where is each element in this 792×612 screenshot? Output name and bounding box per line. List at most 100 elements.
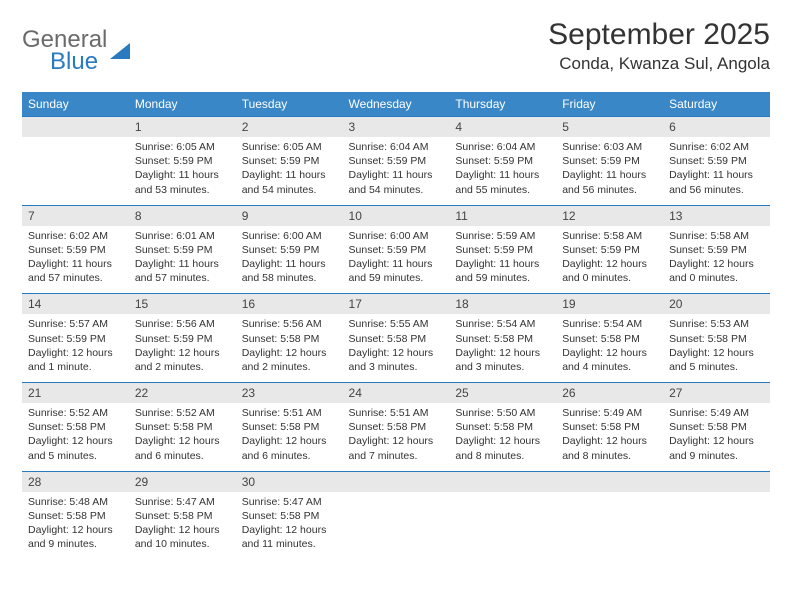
daylight-text: Daylight: 12 hours and 2 minutes. bbox=[242, 346, 337, 374]
sunset-text: Sunset: 5:58 PM bbox=[455, 332, 550, 346]
weekday-header: Friday bbox=[556, 92, 663, 117]
day-number-cell: 18 bbox=[449, 294, 556, 315]
sunset-text: Sunset: 5:59 PM bbox=[562, 243, 657, 257]
day-info-cell bbox=[663, 492, 770, 560]
day-number-cell: 29 bbox=[129, 471, 236, 492]
weekday-header: Saturday bbox=[663, 92, 770, 117]
sunset-text: Sunset: 5:58 PM bbox=[349, 420, 444, 434]
sunrise-text: Sunrise: 6:03 AM bbox=[562, 140, 657, 154]
weekday-header: Wednesday bbox=[343, 92, 450, 117]
daylight-text: Daylight: 11 hours and 59 minutes. bbox=[455, 257, 550, 285]
daylight-text: Daylight: 12 hours and 3 minutes. bbox=[349, 346, 444, 374]
day-number-cell: 27 bbox=[663, 383, 770, 404]
daylight-text: Daylight: 12 hours and 1 minute. bbox=[28, 346, 123, 374]
day-info-cell bbox=[22, 137, 129, 205]
day-number-row: 78910111213 bbox=[22, 205, 770, 226]
daylight-text: Daylight: 12 hours and 10 minutes. bbox=[135, 523, 230, 551]
logo-triangle-icon bbox=[110, 43, 130, 59]
sunrise-text: Sunrise: 5:48 AM bbox=[28, 495, 123, 509]
daylight-text: Daylight: 12 hours and 9 minutes. bbox=[28, 523, 123, 551]
daylight-text: Daylight: 11 hours and 57 minutes. bbox=[28, 257, 123, 285]
day-number-cell: 28 bbox=[22, 471, 129, 492]
day-number-cell: 2 bbox=[236, 117, 343, 138]
month-title: September 2025 bbox=[548, 18, 770, 52]
day-info-cell: Sunrise: 5:59 AMSunset: 5:59 PMDaylight:… bbox=[449, 226, 556, 294]
day-info-cell: Sunrise: 5:54 AMSunset: 5:58 PMDaylight:… bbox=[449, 314, 556, 382]
day-info-cell: Sunrise: 6:00 AMSunset: 5:59 PMDaylight:… bbox=[236, 226, 343, 294]
day-number-cell: 12 bbox=[556, 205, 663, 226]
sunrise-text: Sunrise: 6:05 AM bbox=[242, 140, 337, 154]
day-number-cell: 23 bbox=[236, 383, 343, 404]
day-number-cell: 22 bbox=[129, 383, 236, 404]
day-number-cell: 21 bbox=[22, 383, 129, 404]
sunset-text: Sunset: 5:58 PM bbox=[28, 420, 123, 434]
day-info-cell: Sunrise: 6:05 AMSunset: 5:59 PMDaylight:… bbox=[129, 137, 236, 205]
daylight-text: Daylight: 12 hours and 4 minutes. bbox=[562, 346, 657, 374]
sunrise-text: Sunrise: 5:58 AM bbox=[562, 229, 657, 243]
sunrise-text: Sunrise: 5:53 AM bbox=[669, 317, 764, 331]
day-info-cell: Sunrise: 5:48 AMSunset: 5:58 PMDaylight:… bbox=[22, 492, 129, 560]
sunset-text: Sunset: 5:58 PM bbox=[242, 420, 337, 434]
day-number-cell: 9 bbox=[236, 205, 343, 226]
daylight-text: Daylight: 12 hours and 8 minutes. bbox=[455, 434, 550, 462]
sunrise-text: Sunrise: 5:57 AM bbox=[28, 317, 123, 331]
daylight-text: Daylight: 12 hours and 6 minutes. bbox=[135, 434, 230, 462]
daylight-text: Daylight: 12 hours and 7 minutes. bbox=[349, 434, 444, 462]
location-text: Conda, Kwanza Sul, Angola bbox=[548, 54, 770, 74]
day-info-cell: Sunrise: 5:51 AMSunset: 5:58 PMDaylight:… bbox=[343, 403, 450, 471]
day-number-cell bbox=[22, 117, 129, 138]
sunrise-text: Sunrise: 5:56 AM bbox=[242, 317, 337, 331]
sunset-text: Sunset: 5:58 PM bbox=[28, 509, 123, 523]
day-number-cell: 20 bbox=[663, 294, 770, 315]
sunset-text: Sunset: 5:59 PM bbox=[669, 243, 764, 257]
daylight-text: Daylight: 11 hours and 54 minutes. bbox=[349, 168, 444, 196]
daylight-text: Daylight: 11 hours and 59 minutes. bbox=[349, 257, 444, 285]
sunrise-text: Sunrise: 5:58 AM bbox=[669, 229, 764, 243]
day-info-cell: Sunrise: 5:47 AMSunset: 5:58 PMDaylight:… bbox=[236, 492, 343, 560]
sunset-text: Sunset: 5:59 PM bbox=[242, 243, 337, 257]
sunset-text: Sunset: 5:59 PM bbox=[349, 243, 444, 257]
day-info-cell: Sunrise: 6:00 AMSunset: 5:59 PMDaylight:… bbox=[343, 226, 450, 294]
weekday-header: Thursday bbox=[449, 92, 556, 117]
day-number-cell bbox=[663, 471, 770, 492]
day-number-row: 14151617181920 bbox=[22, 294, 770, 315]
day-number-cell: 19 bbox=[556, 294, 663, 315]
day-number-cell: 3 bbox=[343, 117, 450, 138]
sunset-text: Sunset: 5:58 PM bbox=[562, 332, 657, 346]
day-info-cell: Sunrise: 5:57 AMSunset: 5:59 PMDaylight:… bbox=[22, 314, 129, 382]
daylight-text: Daylight: 12 hours and 0 minutes. bbox=[562, 257, 657, 285]
daylight-text: Daylight: 12 hours and 9 minutes. bbox=[669, 434, 764, 462]
daylight-text: Daylight: 12 hours and 3 minutes. bbox=[455, 346, 550, 374]
day-info-row: Sunrise: 5:52 AMSunset: 5:58 PMDaylight:… bbox=[22, 403, 770, 471]
daylight-text: Daylight: 11 hours and 58 minutes. bbox=[242, 257, 337, 285]
day-number-cell: 17 bbox=[343, 294, 450, 315]
day-number-row: 123456 bbox=[22, 117, 770, 138]
day-info-row: Sunrise: 6:05 AM Sunset: 5:59 PM Daylight:… bbox=[22, 137, 770, 205]
sunset-text: Sunset: 5:59 PM bbox=[28, 332, 123, 346]
day-info-cell: Sunrise: 5:58 AMSunset: 5:59 PMDaylight:… bbox=[663, 226, 770, 294]
daylight-text: Daylight: 11 hours and 57 minutes. bbox=[135, 257, 230, 285]
day-info-cell bbox=[343, 492, 450, 560]
sunset-text: Sunset: 5:58 PM bbox=[135, 509, 230, 523]
sunrise-text: Sunrise: 6:02 AM bbox=[28, 229, 123, 243]
sunrise-text: Sunrise: 6:01 AM bbox=[135, 229, 230, 243]
sunrise-text: Sunrise: 6:00 AM bbox=[349, 229, 444, 243]
day-number-cell: 13 bbox=[663, 205, 770, 226]
sunrise-text: Sunrise: 6:02 AM bbox=[669, 140, 764, 154]
sunrise-text: Sunrise: 5:52 AM bbox=[28, 406, 123, 420]
sunset-text: Sunset: 5:59 PM bbox=[455, 154, 550, 168]
sunrise-text: Sunrise: 6:00 AM bbox=[242, 229, 337, 243]
day-info-cell: Sunrise: 6:05 AMSunset: 5:59 PMDaylight:… bbox=[236, 137, 343, 205]
day-info-cell: Sunrise: 5:53 AMSunset: 5:58 PMDaylight:… bbox=[663, 314, 770, 382]
sunset-text: Sunset: 5:58 PM bbox=[562, 420, 657, 434]
day-info-cell: Sunrise: 5:55 AMSunset: 5:58 PMDaylight:… bbox=[343, 314, 450, 382]
sunset-text: Sunset: 5:58 PM bbox=[242, 332, 337, 346]
day-info-cell bbox=[556, 492, 663, 560]
daylight-text: Daylight: 11 hours and 56 minutes. bbox=[562, 168, 657, 196]
sunrise-text: Sunrise: 5:47 AM bbox=[242, 495, 337, 509]
day-number-row: 282930 bbox=[22, 471, 770, 492]
day-info-cell: Sunrise: 5:49 AMSunset: 5:58 PMDaylight:… bbox=[556, 403, 663, 471]
day-info-cell: Sunrise: 5:49 AMSunset: 5:58 PMDaylight:… bbox=[663, 403, 770, 471]
day-number-cell: 25 bbox=[449, 383, 556, 404]
sunrise-text: Sunrise: 5:56 AM bbox=[135, 317, 230, 331]
